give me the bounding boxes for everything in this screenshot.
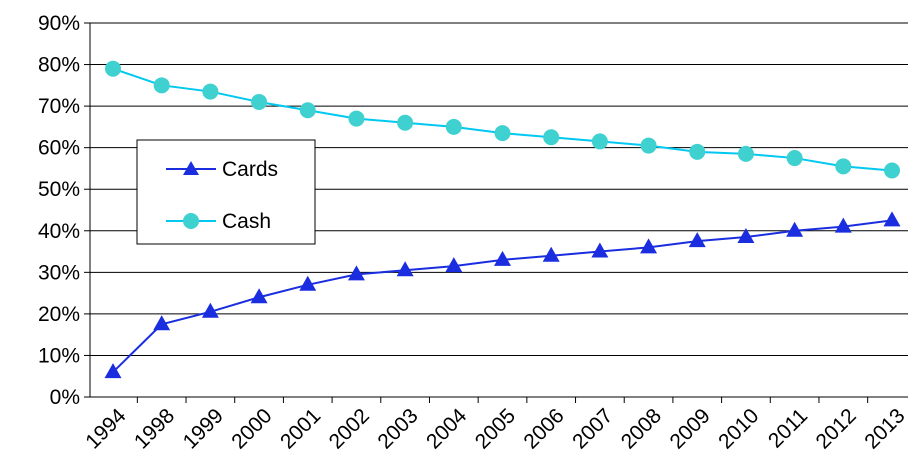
legend-label-cash: Cash	[222, 210, 271, 233]
data-point-cards	[786, 221, 804, 237]
y-tick-label: 70%	[38, 95, 80, 118]
data-point-cards	[640, 238, 658, 254]
data-point-cash	[153, 77, 170, 94]
x-tick-label: 2004	[422, 404, 472, 454]
data-point-cards	[396, 261, 414, 277]
y-tick-label: 40%	[38, 220, 80, 243]
x-tick-label: 1994	[81, 404, 131, 454]
y-tick-label: 0%	[50, 386, 80, 409]
x-tick-label: 2006	[519, 404, 568, 453]
data-point-cash	[202, 83, 219, 100]
legend: Cards Cash	[136, 139, 316, 245]
legend-marker-cards	[183, 161, 199, 175]
data-point-cards	[250, 288, 268, 304]
data-point-cards	[688, 232, 706, 248]
y-tick-labels: 0% 10% 20% 30% 40% 50% 60% 70% 80% 90%	[38, 12, 80, 409]
data-point-cards	[834, 217, 852, 233]
data-point-cash	[835, 158, 852, 175]
data-point-cards	[104, 363, 122, 379]
x-tick-label: 2003	[373, 404, 422, 453]
x-tick-label: 2008	[617, 404, 666, 453]
data-point-cards	[494, 250, 511, 266]
data-point-cards	[347, 265, 365, 281]
data-point-cash	[445, 118, 462, 135]
data-point-cash	[494, 125, 511, 142]
data-point-cards	[153, 315, 171, 331]
y-tick-label: 80%	[38, 54, 80, 77]
data-point-cards	[299, 275, 317, 291]
data-point-cash	[105, 60, 121, 77]
x-tick-label: 2002	[325, 404, 374, 453]
x-tick-label: 2012	[812, 404, 861, 453]
data-point-cards	[883, 211, 901, 227]
data-point-cash	[591, 133, 608, 150]
axes	[84, 22, 908, 403]
legend-label-cards: Cards	[222, 158, 278, 181]
data-point-cards	[737, 228, 755, 244]
legend-marker-cash	[183, 213, 199, 229]
data-point-cash	[884, 162, 900, 179]
y-tick-label: 60%	[38, 137, 80, 160]
data-point-cash	[251, 93, 268, 110]
data-point-cards	[445, 257, 463, 273]
series-layer	[104, 60, 901, 379]
data-point-cards	[201, 302, 219, 318]
y-tick-label: 10%	[38, 344, 80, 367]
data-point-cards	[542, 246, 560, 262]
x-tick-label: 2000	[227, 404, 276, 453]
data-point-cash	[689, 143, 706, 160]
data-point-cash	[299, 102, 316, 119]
data-point-cash	[737, 145, 754, 162]
legend-box	[136, 139, 316, 245]
x-tick-label: 2007	[568, 404, 617, 453]
data-point-cash	[348, 110, 365, 127]
y-tick-label: 30%	[38, 261, 80, 284]
x-tick-label: 2013	[860, 404, 908, 453]
x-tick-labels: 1994 1998 1999 2000 2001 2002 2003 2004 2005 2006…	[81, 404, 908, 454]
y-tick-label: 90%	[38, 12, 80, 35]
x-tick-label: 2005	[471, 404, 520, 453]
data-point-cash	[397, 114, 414, 131]
y-tick-label: 50%	[38, 178, 80, 201]
x-tick-label: 1999	[179, 404, 228, 453]
data-point-cash	[786, 150, 803, 167]
x-tick-label: 2011	[764, 404, 812, 452]
x-tick-label: 2001	[276, 404, 325, 453]
data-point-cash	[640, 137, 657, 154]
x-tick-label: 2010	[714, 404, 763, 453]
x-tick-label: 1998	[130, 404, 179, 453]
data-point-cash	[543, 129, 560, 146]
y-tick-label: 20%	[38, 303, 80, 326]
data-point-cards	[591, 242, 609, 258]
x-tick-label: 2009	[665, 404, 714, 453]
